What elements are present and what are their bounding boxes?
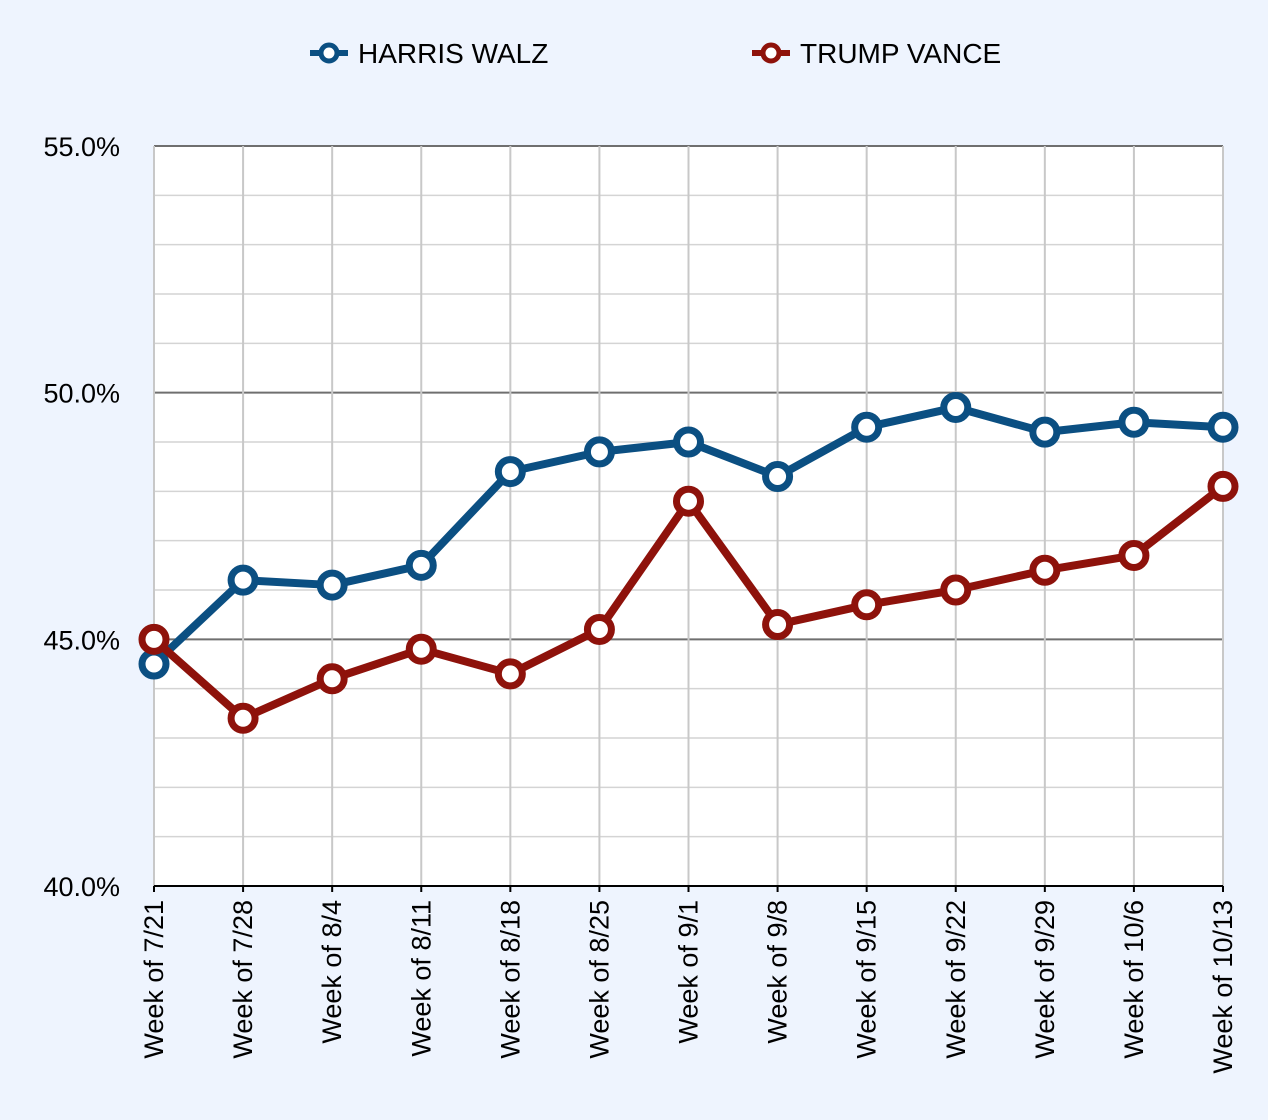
legend[interactable]: HARRIS WALZ TRUMP VANCE [310,38,1001,69]
axes: 40.0% 45.0% 50.0% 55.0% Week of 7/21 Week of … [43,132,1238,1074]
data-point[interactable] [138,648,170,680]
series [138,391,1239,734]
data-point[interactable] [316,569,348,601]
series-group [138,391,1239,680]
legend-item[interactable]: TRUMP VANCE [752,38,1001,69]
data-point[interactable] [405,549,437,581]
data-point[interactable] [1118,406,1150,438]
x-tick-label: Week of 9/22 [941,900,971,1059]
data-point[interactable] [316,663,348,695]
legend-swatch-marker [760,42,782,64]
data-point[interactable] [940,391,972,423]
data-point[interactable] [1207,470,1239,502]
data-point[interactable] [851,589,883,621]
data-point[interactable] [405,633,437,665]
x-tick-label: Week of 8/25 [584,900,614,1059]
data-point[interactable] [673,426,704,458]
data-point[interactable] [227,702,259,734]
x-tick-label: Week of 8/18 [495,900,525,1059]
x-tick-label: Week of 7/28 [228,900,258,1059]
x-tick-label: Week of 9/15 [852,900,882,1059]
x-tick-label: Week of 8/4 [317,900,347,1044]
x-tick-label: Week of 10/13 [1208,900,1238,1074]
data-point[interactable] [1029,554,1061,586]
x-tick-label: Week of 10/6 [1119,900,1149,1059]
data-point[interactable] [494,658,526,690]
data-point[interactable] [494,456,526,488]
data-point[interactable] [673,485,704,517]
x-tick-label: Week of 7/21 [139,900,169,1059]
legend-label: TRUMP VANCE [800,38,1001,69]
data-point[interactable] [851,411,883,443]
data-point[interactable] [1029,416,1061,448]
data-point[interactable] [138,623,170,655]
data-point[interactable] [227,564,259,596]
y-tick-label: 40.0% [43,872,120,902]
data-point[interactable] [1118,539,1150,571]
data-point[interactable] [762,609,794,641]
data-point[interactable] [583,613,615,645]
y-tick-label: 45.0% [43,625,120,655]
x-tick-label: Week of 9/1 [674,900,704,1044]
data-point[interactable] [583,436,615,468]
y-tick-label: 55.0% [43,132,120,162]
data-point[interactable] [940,574,972,606]
data-point[interactable] [762,461,794,493]
data-point[interactable] [1207,411,1239,443]
legend-swatch-marker [318,42,340,64]
y-tick-label: 50.0% [43,379,120,409]
grid [154,145,1224,887]
x-tick-label: Week of 9/8 [763,900,793,1044]
x-tick-label: Week of 8/11 [406,900,436,1057]
x-tick-label: Week of 9/29 [1030,900,1060,1059]
legend-label: HARRIS WALZ [358,38,548,69]
series-group [138,470,1239,734]
legend-item[interactable]: HARRIS WALZ [310,38,548,69]
